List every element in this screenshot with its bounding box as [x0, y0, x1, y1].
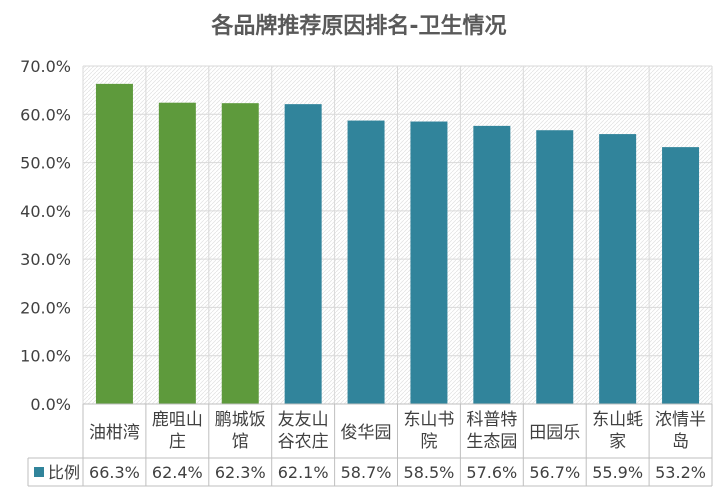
- y-tick-label: 0.0%: [30, 395, 71, 414]
- data-value-label: 53.2%: [655, 463, 706, 482]
- bar: [221, 103, 259, 405]
- bar: [662, 147, 700, 404]
- x-category-label: 鹏城饭馆: [215, 410, 266, 452]
- data-value-label: 58.5%: [404, 463, 455, 482]
- x-category-label: 田园乐: [529, 423, 580, 443]
- data-value-label: 66.3%: [89, 463, 140, 482]
- bar: [347, 120, 385, 404]
- y-tick-label: 10.0%: [20, 347, 71, 366]
- bar: [410, 121, 448, 405]
- bar: [284, 104, 322, 404]
- data-value-label: 58.7%: [341, 463, 392, 482]
- bar: [599, 134, 637, 404]
- bar: [473, 125, 511, 405]
- x-category-label: 鹿咀山庄: [152, 410, 203, 452]
- data-value-label: 56.7%: [529, 463, 580, 482]
- data-value-label: 57.6%: [466, 463, 517, 482]
- y-tick-label: 30.0%: [20, 250, 71, 269]
- x-category-label: 友友山谷农庄: [278, 410, 329, 452]
- data-value-label: 55.9%: [592, 463, 643, 482]
- bar: [536, 130, 574, 404]
- y-tick-label: 40.0%: [20, 202, 71, 221]
- data-value-label: 62.1%: [278, 463, 329, 482]
- x-category-label: 油柑湾: [89, 423, 140, 443]
- x-category-label: 东山蚝家: [592, 410, 643, 452]
- y-tick-label: 20.0%: [20, 298, 71, 317]
- bar: [95, 83, 133, 404]
- x-category-label: 科普特生态园: [466, 410, 517, 452]
- y-tick-label: 50.0%: [20, 154, 71, 173]
- chart-title: 各品牌推荐原因排名-卫生情况: [211, 14, 507, 39]
- y-tick-label: 70.0%: [20, 57, 71, 76]
- x-category-label: 浓情半岛: [655, 410, 706, 452]
- x-category-label: 东山书院: [403, 410, 454, 452]
- y-tick-label: 60.0%: [20, 105, 71, 124]
- legend-swatch: [34, 467, 44, 477]
- bar: [158, 102, 196, 404]
- legend-label: 比例: [48, 463, 80, 482]
- data-value-label: 62.4%: [152, 463, 203, 482]
- data-value-label: 62.3%: [215, 463, 266, 482]
- x-category-label: 俊华园: [341, 423, 392, 443]
